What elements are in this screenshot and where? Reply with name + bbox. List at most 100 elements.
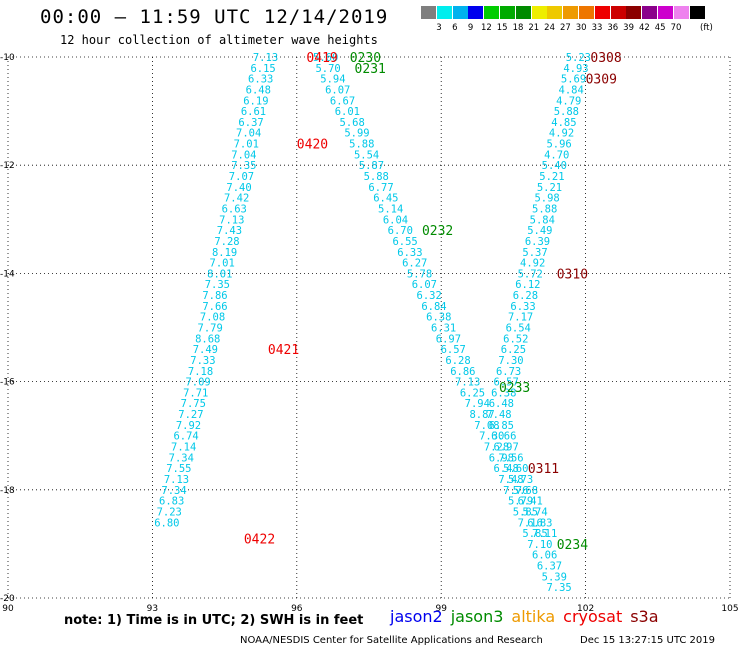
colorbar-swatch — [594, 6, 610, 19]
wave-height-value: 5.73 — [508, 474, 533, 486]
wave-height-value: 7.28 — [214, 236, 239, 248]
wave-height-value: 8.19 — [212, 247, 237, 259]
wave-height-value: 7.48 — [498, 474, 523, 486]
colorbar-label: 33 — [591, 23, 603, 33]
wave-height-value: 7.66 — [202, 301, 227, 313]
wave-height-value: 6.57 — [494, 377, 519, 389]
wave-height-value: 5.68 — [513, 485, 538, 497]
wave-height-value: 7.07 — [229, 171, 254, 183]
x-tick-label: 99 — [435, 604, 447, 614]
wave-height-value: 8.87 — [469, 409, 494, 421]
colorbar-label: 42 — [638, 23, 650, 33]
time-label-cryosat: 0419 — [306, 51, 337, 66]
wave-height-value: 6.38 — [491, 387, 516, 399]
wave-height-value: 6.83 — [527, 517, 552, 529]
wave-height-value: 7.28 — [484, 442, 509, 454]
wave-height-value: 5.72 — [518, 268, 543, 280]
wave-height-value: 7.08 — [200, 312, 225, 324]
y-tick-label: -12 — [0, 161, 15, 171]
wave-height-value: 6.52 — [503, 333, 528, 345]
wave-height-value: 7.13 — [164, 474, 189, 486]
colorbar-swatch — [563, 6, 579, 19]
wave-height-value: 6.27 — [402, 258, 427, 270]
wave-height-value: 4.92 — [520, 258, 545, 270]
time-label-cryosat: 0421 — [268, 343, 299, 358]
wave-height-value: 7.40 — [226, 182, 251, 194]
time-label-jason3: 0230 — [350, 51, 381, 66]
wave-height-value: 7.86 — [202, 290, 227, 302]
time-label-jason3: 0232 — [422, 224, 453, 239]
colorbar-label: 21 — [528, 23, 540, 33]
wave-height-value: 5.78 — [407, 268, 432, 280]
wave-height-value: 7.35 — [205, 279, 230, 291]
wave-height-value: 6.67 — [330, 95, 355, 107]
y-tick-label: -20 — [0, 594, 15, 604]
wave-height-value: 7.56 — [498, 452, 523, 464]
colorbar-swatch — [689, 6, 705, 19]
x-tick-label: 102 — [577, 604, 594, 614]
note-text: note: 1) Time is in UTC; 2) SWH is in fe… — [64, 613, 364, 628]
wave-height-value: 6.39 — [525, 236, 550, 248]
wave-height-value: 7.13 — [253, 52, 278, 64]
wave-height-value: 6.48 — [246, 84, 271, 96]
wave-height-value: 6.07 — [325, 84, 350, 96]
wave-height-value: 7.94 — [465, 398, 490, 410]
wave-height-value: 6.61 — [241, 106, 266, 118]
wave-height-value: 7.04 — [231, 149, 256, 161]
wave-height-value: 7.01 — [234, 139, 259, 151]
wave-height-value: 5.99 — [344, 128, 369, 140]
wave-height-value: 6.74 — [173, 431, 198, 443]
colorbar-swatch — [547, 6, 563, 19]
wave-height-value: 7.42 — [224, 193, 249, 205]
time-label-s3a: 0311 — [528, 462, 559, 477]
wave-height-value: 6.55 — [392, 236, 417, 248]
wave-height-value: 7.71 — [183, 387, 208, 399]
wave-height-value: 7.34 — [169, 452, 194, 464]
wave-height-value: 7.23 — [157, 506, 182, 518]
time-label-s3a: 0308 — [590, 51, 621, 66]
wave-height-value: 6.54 — [506, 323, 531, 335]
colorbar-swatch — [610, 6, 626, 19]
wave-height-value: 6.97 — [494, 442, 519, 454]
time-label-jason3: 0234 — [557, 538, 588, 553]
colorbar-label: 9 — [467, 23, 474, 33]
colorbar-swatch — [484, 6, 500, 19]
wave-height-value: 6.63 — [222, 203, 247, 215]
wave-height-value: 7.30 — [498, 355, 523, 367]
wave-height-value: 4.93 — [563, 63, 588, 75]
wave-height-value: 6.33 — [510, 301, 535, 313]
wave-height-value: 6.85 — [489, 420, 514, 432]
colorbar-label: 6 — [452, 23, 458, 33]
legend-jason2: jason2 — [390, 607, 443, 626]
wave-height-value: 6.07 — [412, 279, 437, 291]
wave-height-value: 7.33 — [190, 355, 215, 367]
chart-subtitle: 12 hour collection of altimeter wave hei… — [60, 33, 378, 47]
wave-height-value: 6.97 — [436, 333, 461, 345]
wave-height-value: 5.84 — [530, 214, 555, 226]
timestamp-text: Dec 15 13:27:15 UTC 2019 — [580, 635, 715, 646]
wave-height-value: 6.25 — [501, 344, 526, 356]
wave-height-value: 6.15 — [250, 63, 275, 75]
wave-height-value: 6.84 — [421, 301, 446, 313]
colorbar-swatch — [515, 6, 531, 19]
wave-height-value: 5.60 — [313, 52, 338, 64]
legend-jason3: jason3 — [450, 607, 504, 626]
colorbar-label: 70 — [670, 23, 682, 33]
wave-height-value: 7.92 — [176, 420, 201, 432]
wave-height-value: 5.21 — [539, 171, 564, 183]
wave-height-value: 6.19 — [243, 95, 268, 107]
wave-height-value: 7.18 — [188, 366, 213, 378]
wave-height-value: 7.01 — [210, 258, 235, 270]
wave-height-value: 6.28 — [513, 290, 538, 302]
wave-height-value: 7.76 — [503, 485, 528, 497]
wave-height-value: 7.11 — [532, 528, 557, 540]
wave-height-value: 6.41 — [518, 496, 543, 508]
wave-height-value: 7.35 — [231, 160, 256, 172]
wave-height-value: 6.06 — [532, 550, 557, 562]
wave-height-value: 6.31 — [431, 323, 456, 335]
wave-height-value: 7.75 — [181, 398, 206, 410]
colorbar-swatch — [626, 6, 642, 19]
time-label-cryosat: 0420 — [297, 138, 328, 153]
wave-height-value: 5.40 — [542, 160, 567, 172]
